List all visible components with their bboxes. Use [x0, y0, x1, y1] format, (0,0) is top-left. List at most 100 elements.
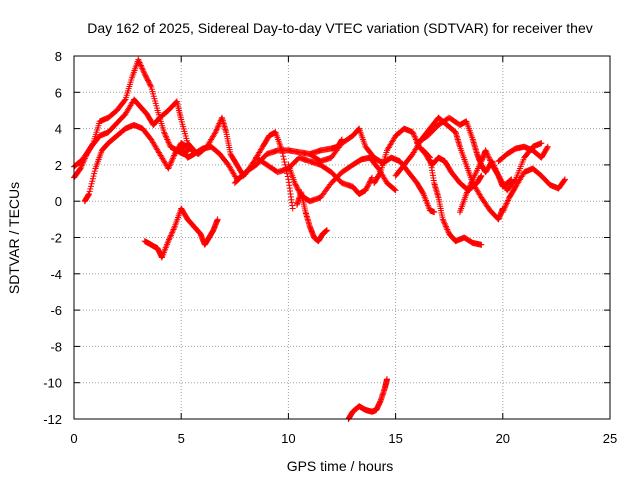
- data-point-marker: [141, 71, 148, 78]
- data-point-marker: [469, 177, 476, 184]
- y-tick-label: 6: [55, 85, 62, 100]
- y-tick-label: -12: [43, 412, 62, 427]
- data-point-marker: [77, 165, 84, 172]
- data-point-marker: [410, 130, 417, 137]
- chart-title: Day 162 of 2025, Sidereal Day-to-day VTE…: [87, 20, 593, 36]
- data-point-marker: [478, 241, 485, 248]
- data-point-marker: [501, 204, 508, 211]
- data-point-marker: [384, 376, 391, 383]
- data-point-marker: [444, 227, 451, 234]
- data-point-marker: [78, 162, 85, 169]
- data-point-marker: [142, 72, 149, 79]
- data-point-marker: [169, 156, 176, 163]
- data-point-marker: [162, 133, 169, 140]
- data-point-marker: [504, 198, 511, 205]
- x-tick-label: 5: [178, 431, 185, 446]
- grid: [74, 56, 610, 419]
- data-point-marker: [168, 230, 175, 237]
- data-point-marker: [463, 189, 470, 196]
- data-point-marker: [502, 203, 509, 210]
- y-axis-label: SDTVAR / TECUs: [6, 182, 22, 294]
- plot-frame: [73, 55, 611, 420]
- series-arc-k: [371, 125, 485, 194]
- data-point-marker: [280, 153, 287, 160]
- data-point-marker: [293, 182, 300, 189]
- data-point-marker: [165, 238, 172, 245]
- data-point-marker: [289, 205, 296, 212]
- data-point-marker: [464, 188, 471, 195]
- data-point-marker: [561, 177, 568, 184]
- series-arc-p: [495, 143, 551, 165]
- data-point-marker: [161, 130, 168, 137]
- data-point-marker: [213, 126, 220, 133]
- data-point-marker: [166, 140, 173, 147]
- data-point-marker: [166, 235, 173, 242]
- data-series: [71, 56, 568, 422]
- data-point-marker: [444, 226, 451, 233]
- data-point-marker: [441, 219, 448, 226]
- data-point-marker: [544, 143, 551, 150]
- data-point-marker: [166, 162, 173, 169]
- data-point-marker: [363, 184, 370, 191]
- data-point-marker: [165, 164, 172, 171]
- data-point-marker: [144, 76, 151, 83]
- data-point-marker: [323, 227, 330, 234]
- data-point-marker: [561, 176, 568, 183]
- data-point-marker: [137, 62, 144, 69]
- data-point-marker: [168, 158, 175, 165]
- data-point-marker: [425, 153, 432, 160]
- data-point-marker: [86, 190, 93, 197]
- data-point-marker: [163, 135, 170, 142]
- data-point-marker: [214, 124, 221, 131]
- data-point-marker: [141, 69, 148, 76]
- data-point-marker: [467, 180, 474, 187]
- data-point-marker: [439, 216, 446, 223]
- data-point-marker: [165, 236, 172, 243]
- data-point-marker: [91, 168, 98, 175]
- data-point-marker: [499, 209, 506, 216]
- data-point-marker: [364, 183, 371, 190]
- data-point-marker: [145, 78, 152, 85]
- data-point-marker: [135, 58, 142, 65]
- data-point-marker: [544, 144, 551, 151]
- x-tick-label: 0: [70, 431, 77, 446]
- data-point-marker: [213, 127, 220, 134]
- data-point-marker: [162, 132, 169, 139]
- data-point-marker: [504, 197, 511, 204]
- data-point-marker: [411, 132, 418, 139]
- data-point-marker: [169, 227, 176, 234]
- data-point-marker: [442, 223, 449, 230]
- data-point-marker: [121, 97, 128, 104]
- data-point-marker: [87, 185, 94, 192]
- data-point-marker: [135, 56, 142, 63]
- data-point-marker: [503, 200, 510, 207]
- data-point-marker: [292, 181, 299, 188]
- data-point-marker: [488, 160, 495, 167]
- data-point-marker: [419, 189, 426, 196]
- data-point-marker: [296, 190, 303, 197]
- axis-ticks: 0 5 10 15 20 25 -12 -10 -8 -6 -4 -2 0 2 4 6 8: [43, 49, 617, 446]
- data-point-marker: [376, 170, 383, 177]
- y-tick-label: 8: [55, 49, 62, 64]
- data-point-marker: [215, 123, 222, 130]
- y-tick-label: -4: [50, 267, 62, 282]
- series-arc-d: [141, 205, 221, 261]
- data-point-marker: [144, 77, 151, 84]
- data-point-marker: [214, 216, 221, 223]
- data-point-marker: [143, 73, 150, 80]
- series-arc-c: [81, 114, 247, 205]
- data-point-marker: [538, 140, 545, 147]
- y-tick-label: -10: [43, 376, 62, 391]
- data-point-marker: [467, 182, 474, 189]
- data-point-marker: [171, 225, 178, 232]
- data-point-marker: [169, 229, 176, 236]
- data-point-marker: [146, 81, 153, 88]
- data-point-marker: [365, 182, 372, 189]
- data-point-marker: [365, 180, 372, 187]
- series-arc-a: [71, 56, 193, 181]
- data-point-marker: [139, 65, 146, 72]
- data-point-marker: [482, 147, 489, 154]
- data-point-marker: [296, 188, 303, 195]
- data-point-marker: [463, 190, 470, 197]
- y-tick-label: -8: [50, 339, 62, 354]
